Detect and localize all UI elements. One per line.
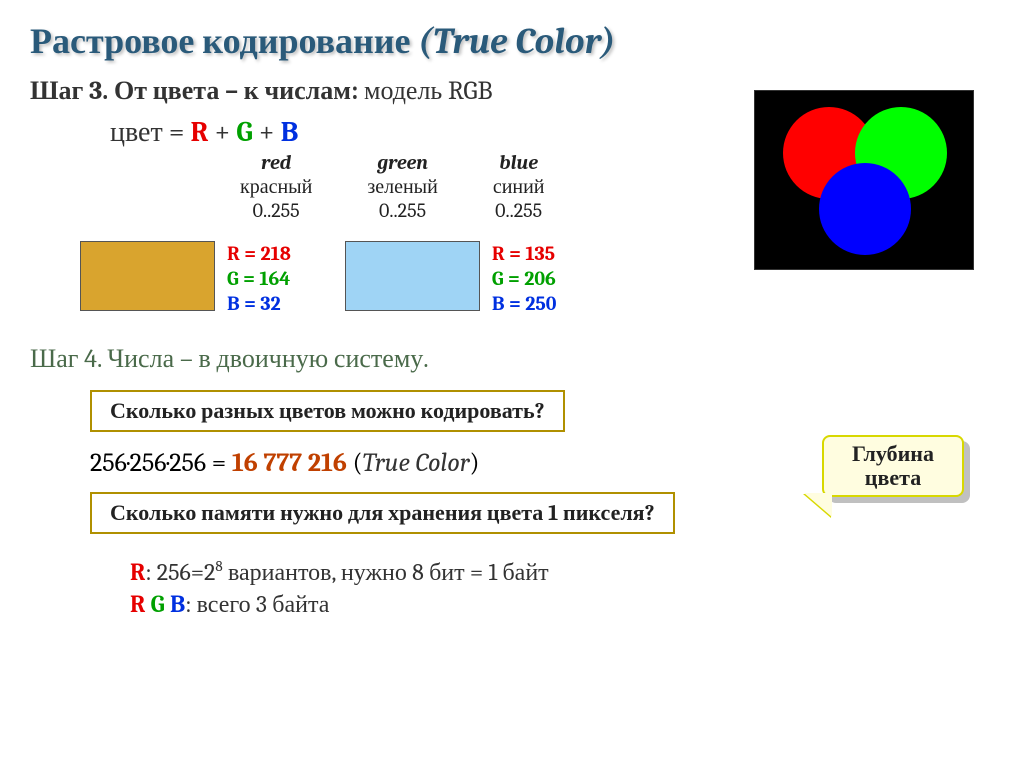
channel-blue-name: blue xyxy=(493,151,545,175)
channel-red-ru: красный xyxy=(240,175,312,199)
calc-paren-close: ) xyxy=(470,448,480,478)
question-2-box: Сколько памяти нужно для хранения цвета … xyxy=(90,492,675,534)
rgb-venn-diagram xyxy=(754,90,974,270)
eq-plus2: + xyxy=(259,116,281,148)
channel-green-name: green xyxy=(367,151,437,175)
channel-red-name: red xyxy=(240,151,312,175)
final-sup: 8 xyxy=(215,557,222,575)
channel-blue: blue синий 0..255 xyxy=(493,151,545,223)
skyblue-G: G = 206 xyxy=(492,266,557,291)
callout-box: Глубина цвета xyxy=(822,435,964,497)
orange-G: G = 164 xyxy=(227,266,291,291)
step3-rest: модель RGB xyxy=(358,76,492,106)
swatch-orange-vals: R = 218 G = 164 B = 32 xyxy=(227,241,291,316)
swatch-orange xyxy=(80,241,215,311)
final-line2: R G B: всего 3 байта xyxy=(130,588,994,620)
question-1-row: Сколько разных цветов можно кодировать? xyxy=(90,390,994,432)
title-main: Растровое кодирование xyxy=(30,21,418,62)
channel-green-range: 0..255 xyxy=(367,199,437,223)
page-title: Растровое кодирование (True Color) xyxy=(30,20,994,62)
eq-plus1: + xyxy=(215,116,237,148)
calc-lhs: 256·256·256 = xyxy=(90,448,232,478)
eq-label: цвет = xyxy=(110,116,191,148)
final-l2rest: : всего 3 байта xyxy=(185,590,329,618)
orange-B: B = 32 xyxy=(227,291,291,316)
calc-number: 16 777 216 xyxy=(232,448,347,478)
final-R1: R xyxy=(130,558,145,586)
channel-green-ru: зеленый xyxy=(367,175,437,199)
channel-green: green зеленый 0..255 xyxy=(367,151,437,223)
eq-R: R xyxy=(191,116,209,148)
channel-red: red красный 0..255 xyxy=(240,151,312,223)
step3-bold: Шаг 3. От цвета – к числам: xyxy=(30,76,358,106)
final-line1: R: 256=28 вариантов, нужно 8 бит = 1 бай… xyxy=(130,556,994,588)
calc-truecolor: True Color xyxy=(363,448,470,478)
eq-B: B xyxy=(281,116,299,148)
title-italic: (True Color) xyxy=(418,21,615,62)
channel-blue-range: 0..255 xyxy=(493,199,545,223)
final-l1b: вариантов, нужно 8 бит = 1 байт xyxy=(223,558,549,586)
step4-heading: Шаг 4. Числа – в двоичную систему. xyxy=(30,344,994,374)
skyblue-B: B = 250 xyxy=(492,291,557,316)
venn-blue-circle xyxy=(819,163,911,255)
final-answer: R: 256=28 вариантов, нужно 8 бит = 1 бай… xyxy=(130,556,994,621)
final-l1a: : 256=2 xyxy=(145,558,215,586)
channel-red-range: 0..255 xyxy=(240,199,312,223)
depth-callout: Глубина цвета xyxy=(822,435,964,497)
callout-tail-icon xyxy=(804,493,832,517)
swatch-skyblue xyxy=(345,241,480,311)
eq-G: G xyxy=(236,116,252,148)
channel-blue-ru: синий xyxy=(493,175,545,199)
final-B2: B xyxy=(165,590,186,618)
callout-text: Глубина цвета xyxy=(824,442,962,490)
orange-R: R = 218 xyxy=(227,241,291,266)
skyblue-R: R = 135 xyxy=(492,241,557,266)
calc-paren-open: ( xyxy=(347,448,363,478)
swatch-skyblue-vals: R = 135 G = 206 B = 250 xyxy=(492,241,557,316)
final-R2: R xyxy=(130,590,145,618)
final-G2: G xyxy=(145,590,164,618)
question-1-box: Сколько разных цветов можно кодировать? xyxy=(90,390,565,432)
